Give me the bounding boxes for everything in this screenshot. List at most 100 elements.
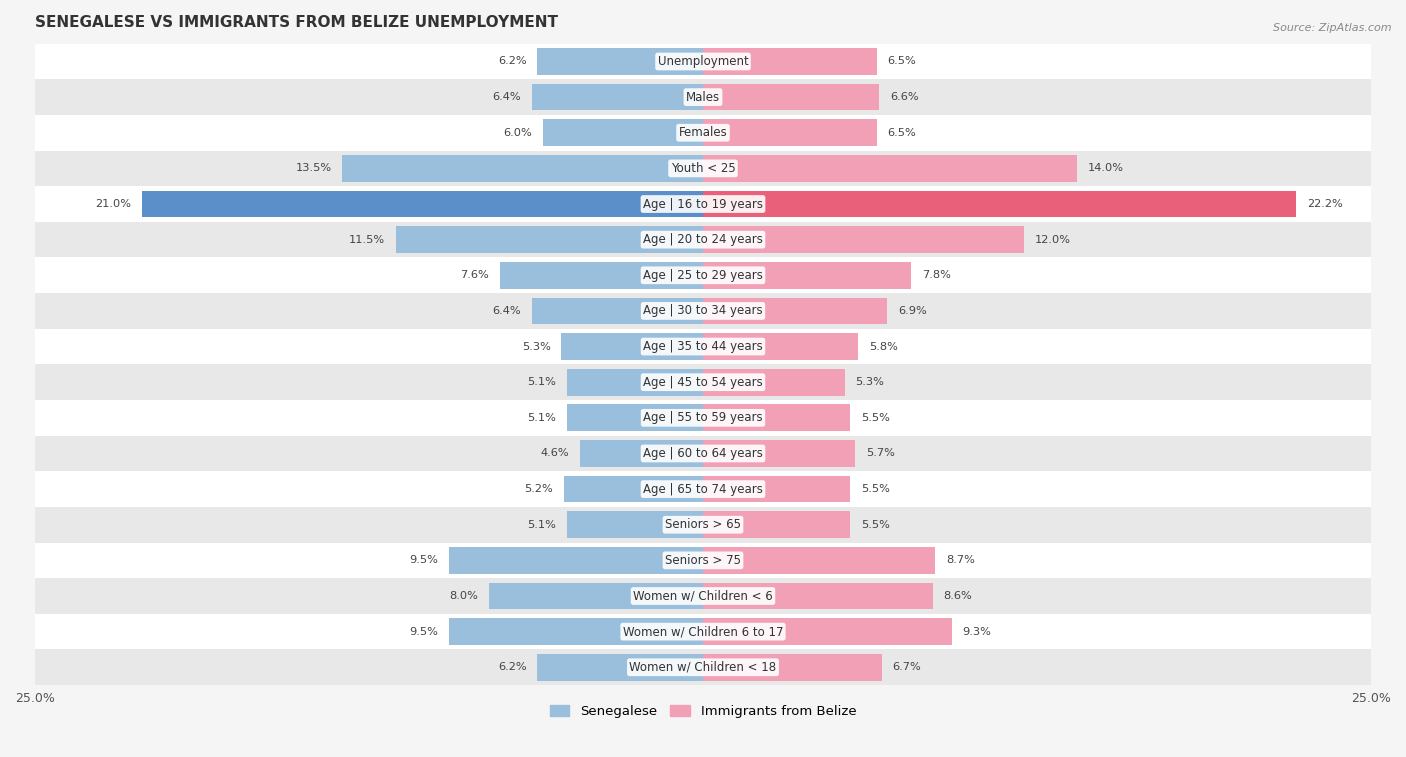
Bar: [703, 120, 877, 146]
Text: 6.9%: 6.9%: [898, 306, 927, 316]
Bar: [703, 262, 911, 288]
Text: 22.2%: 22.2%: [1308, 199, 1343, 209]
Bar: [35, 293, 1371, 329]
Text: 5.5%: 5.5%: [860, 520, 890, 530]
Bar: [561, 333, 703, 360]
Text: 7.8%: 7.8%: [922, 270, 950, 280]
Bar: [35, 329, 1371, 364]
Text: Age | 16 to 19 years: Age | 16 to 19 years: [643, 198, 763, 210]
Text: 5.3%: 5.3%: [855, 377, 884, 387]
Bar: [537, 654, 703, 681]
Text: 9.5%: 9.5%: [409, 556, 439, 565]
Text: Youth < 25: Youth < 25: [671, 162, 735, 175]
Text: 9.3%: 9.3%: [962, 627, 991, 637]
Legend: Senegalese, Immigrants from Belize: Senegalese, Immigrants from Belize: [544, 699, 862, 724]
Text: 5.2%: 5.2%: [524, 484, 554, 494]
Text: 5.1%: 5.1%: [527, 520, 555, 530]
Text: Males: Males: [686, 91, 720, 104]
Text: Age | 65 to 74 years: Age | 65 to 74 years: [643, 483, 763, 496]
Text: 5.1%: 5.1%: [527, 377, 555, 387]
Text: 14.0%: 14.0%: [1088, 164, 1123, 173]
Bar: [703, 226, 1024, 253]
Bar: [142, 191, 703, 217]
Text: Age | 55 to 59 years: Age | 55 to 59 years: [643, 411, 763, 425]
Text: Seniors > 75: Seniors > 75: [665, 554, 741, 567]
Text: Source: ZipAtlas.com: Source: ZipAtlas.com: [1274, 23, 1392, 33]
Text: 6.7%: 6.7%: [893, 662, 921, 672]
Text: 5.8%: 5.8%: [869, 341, 897, 351]
Text: Age | 35 to 44 years: Age | 35 to 44 years: [643, 340, 763, 353]
Text: 5.5%: 5.5%: [860, 484, 890, 494]
Bar: [703, 155, 1077, 182]
Text: 6.4%: 6.4%: [492, 92, 522, 102]
Text: 13.5%: 13.5%: [295, 164, 332, 173]
Text: Seniors > 65: Seniors > 65: [665, 519, 741, 531]
Bar: [567, 404, 703, 431]
Text: 9.5%: 9.5%: [409, 627, 439, 637]
Bar: [537, 48, 703, 75]
Bar: [35, 650, 1371, 685]
Bar: [703, 583, 932, 609]
Bar: [703, 475, 851, 503]
Bar: [703, 547, 935, 574]
Text: Women w/ Children < 18: Women w/ Children < 18: [630, 661, 776, 674]
Text: 5.5%: 5.5%: [860, 413, 890, 423]
Bar: [35, 364, 1371, 400]
Bar: [35, 44, 1371, 79]
Bar: [35, 222, 1371, 257]
Text: 5.7%: 5.7%: [866, 448, 894, 459]
Bar: [35, 79, 1371, 115]
Bar: [703, 369, 845, 396]
Text: 5.1%: 5.1%: [527, 413, 555, 423]
Text: 8.6%: 8.6%: [943, 591, 973, 601]
Text: 6.2%: 6.2%: [498, 57, 527, 67]
Bar: [567, 369, 703, 396]
Bar: [567, 512, 703, 538]
Bar: [35, 578, 1371, 614]
Text: 7.6%: 7.6%: [461, 270, 489, 280]
Text: 12.0%: 12.0%: [1035, 235, 1070, 245]
Text: Females: Females: [679, 126, 727, 139]
Bar: [703, 191, 1296, 217]
Text: 6.4%: 6.4%: [492, 306, 522, 316]
Bar: [35, 435, 1371, 472]
Bar: [395, 226, 703, 253]
Text: 6.6%: 6.6%: [890, 92, 918, 102]
Bar: [35, 543, 1371, 578]
Text: 6.5%: 6.5%: [887, 57, 917, 67]
Bar: [35, 507, 1371, 543]
Text: Age | 20 to 24 years: Age | 20 to 24 years: [643, 233, 763, 246]
Bar: [703, 84, 879, 111]
Text: Age | 25 to 29 years: Age | 25 to 29 years: [643, 269, 763, 282]
Text: 6.0%: 6.0%: [503, 128, 531, 138]
Bar: [543, 120, 703, 146]
Bar: [35, 186, 1371, 222]
Text: 21.0%: 21.0%: [96, 199, 131, 209]
Bar: [703, 404, 851, 431]
Text: 8.0%: 8.0%: [450, 591, 478, 601]
Bar: [501, 262, 703, 288]
Bar: [35, 614, 1371, 650]
Bar: [35, 472, 1371, 507]
Bar: [703, 333, 858, 360]
Text: 4.6%: 4.6%: [541, 448, 569, 459]
Text: 6.2%: 6.2%: [498, 662, 527, 672]
Text: SENEGALESE VS IMMIGRANTS FROM BELIZE UNEMPLOYMENT: SENEGALESE VS IMMIGRANTS FROM BELIZE UNE…: [35, 15, 558, 30]
Bar: [703, 618, 952, 645]
Text: Unemployment: Unemployment: [658, 55, 748, 68]
Text: Age | 30 to 34 years: Age | 30 to 34 years: [643, 304, 763, 317]
Text: Age | 45 to 54 years: Age | 45 to 54 years: [643, 375, 763, 388]
Bar: [449, 547, 703, 574]
Bar: [35, 257, 1371, 293]
Bar: [564, 475, 703, 503]
Text: 11.5%: 11.5%: [349, 235, 385, 245]
Bar: [703, 48, 877, 75]
Text: Age | 60 to 64 years: Age | 60 to 64 years: [643, 447, 763, 460]
Bar: [489, 583, 703, 609]
Bar: [35, 151, 1371, 186]
Bar: [531, 298, 703, 324]
Text: 8.7%: 8.7%: [946, 556, 974, 565]
Bar: [342, 155, 703, 182]
Bar: [449, 618, 703, 645]
Text: 6.5%: 6.5%: [887, 128, 917, 138]
